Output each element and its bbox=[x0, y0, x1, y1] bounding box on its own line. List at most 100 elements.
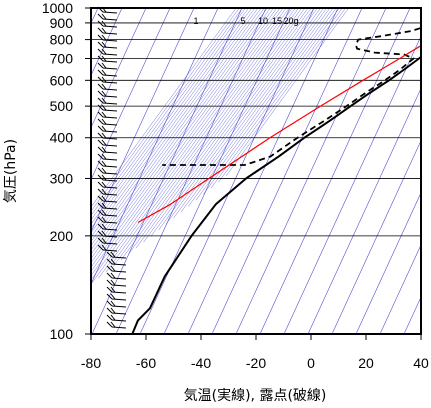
adiabat-line bbox=[91, 8, 271, 255]
wind-barb bbox=[97, 83, 118, 91]
mixing-ratio-label: 15 bbox=[272, 16, 282, 26]
adiabat-line bbox=[113, 8, 303, 267]
wind-barb bbox=[97, 55, 118, 63]
adiabat-line bbox=[225, 8, 349, 177]
wind-barb bbox=[97, 118, 118, 126]
wind-barb bbox=[97, 69, 118, 77]
isotherm-line bbox=[91, 8, 147, 129]
y-tick-label: 100 bbox=[50, 326, 74, 342]
pressure-gridlines bbox=[91, 8, 421, 334]
adiabat-line bbox=[165, 8, 324, 225]
series-layer bbox=[131, 26, 421, 334]
y-tick-label: 500 bbox=[50, 98, 74, 114]
isotherm-line bbox=[187, 8, 339, 334]
wind-barb bbox=[97, 104, 118, 112]
adiabat-line bbox=[173, 8, 328, 219]
wind-barb bbox=[97, 237, 118, 245]
wind-barb bbox=[97, 34, 118, 42]
adiabat-line bbox=[91, 8, 259, 238]
wind-barb bbox=[97, 188, 118, 196]
adiabat-line bbox=[91, 8, 268, 251]
wind-barb bbox=[97, 132, 118, 140]
wind-barb bbox=[97, 160, 118, 168]
wind-barb bbox=[97, 216, 118, 224]
adiabat-line bbox=[218, 8, 346, 183]
adiabat-line bbox=[91, 8, 262, 242]
mixing-ratio-label: 20g bbox=[283, 16, 298, 26]
adiabat-line bbox=[91, 8, 256, 234]
isotherm-line bbox=[91, 8, 171, 181]
x-tick-label: -80 bbox=[81, 355, 101, 371]
isotherm-line bbox=[379, 244, 421, 334]
adiabat-line bbox=[120, 8, 306, 261]
isotherm-line bbox=[115, 8, 267, 334]
adiabat-line bbox=[91, 8, 237, 208]
isotherm-line bbox=[283, 35, 421, 334]
adiabat-line bbox=[210, 8, 343, 189]
adiabat-line bbox=[91, 8, 287, 277]
isotherm-line bbox=[91, 8, 219, 285]
adiabat-line bbox=[91, 8, 249, 225]
adiabat-line bbox=[91, 8, 290, 281]
wind-barb bbox=[97, 244, 118, 252]
wind-barb bbox=[97, 174, 118, 182]
wind-barb bbox=[97, 223, 118, 231]
x-tick-label: 0 bbox=[307, 355, 315, 371]
isotherm-line bbox=[307, 87, 421, 334]
y-tick-label: 800 bbox=[50, 32, 74, 48]
isotherm-line bbox=[235, 8, 387, 334]
wind-barb bbox=[97, 13, 118, 21]
wind-barb bbox=[97, 27, 118, 35]
adiabat-line bbox=[91, 8, 246, 221]
wind-barb bbox=[97, 167, 118, 175]
x-tick-label: 40 bbox=[413, 355, 429, 371]
wind-barb bbox=[97, 48, 118, 56]
parcel-line bbox=[137, 44, 421, 223]
adiabat-line bbox=[180, 8, 331, 213]
y-tick-label: 400 bbox=[50, 130, 74, 146]
isotherm-line bbox=[91, 8, 123, 77]
wind-barb bbox=[106, 251, 127, 259]
adiabat-line bbox=[91, 8, 281, 268]
y-tick-label: 700 bbox=[50, 50, 74, 66]
x-axis-ticks: -80 -60 -40 -20 0 20 40 bbox=[81, 334, 429, 371]
wind-barb bbox=[106, 300, 127, 308]
adiabat-line bbox=[91, 8, 278, 264]
isotherm-line bbox=[163, 8, 315, 334]
wind-barb bbox=[106, 272, 127, 280]
adiabat-line bbox=[98, 8, 296, 279]
wind-barbs bbox=[97, 6, 127, 329]
wind-barb bbox=[97, 111, 118, 119]
wind-barb bbox=[97, 195, 118, 203]
background-lines bbox=[0, 8, 421, 334]
wind-barb bbox=[97, 181, 118, 189]
wind-barb bbox=[106, 258, 127, 266]
wind-barb bbox=[97, 153, 118, 161]
isotherm-line bbox=[0, 8, 2, 334]
wind-barb bbox=[106, 321, 127, 329]
y-tick-label: 600 bbox=[50, 72, 74, 88]
wind-barb bbox=[97, 202, 118, 210]
dewpoint-line bbox=[162, 26, 421, 166]
y-axis-title: 気圧(hPa) bbox=[3, 139, 19, 203]
x-tick-label: -40 bbox=[191, 355, 211, 371]
adiabat-line bbox=[105, 8, 299, 273]
wind-barb bbox=[106, 314, 127, 322]
temperature-line bbox=[131, 55, 421, 334]
isotherm-line bbox=[331, 139, 421, 334]
wind-barb bbox=[97, 76, 118, 84]
wind-barb bbox=[97, 139, 118, 147]
y-tick-label: 300 bbox=[50, 170, 74, 186]
adiabat-line bbox=[150, 8, 318, 237]
wind-barb bbox=[97, 209, 118, 217]
adiabat-line bbox=[91, 8, 253, 229]
y-tick-label: 200 bbox=[50, 228, 74, 244]
wind-barb bbox=[106, 265, 127, 273]
mixing-ratio-label: 5 bbox=[240, 16, 245, 26]
wind-barb bbox=[97, 90, 118, 98]
isotherm-line bbox=[355, 192, 421, 334]
wind-barb bbox=[97, 146, 118, 154]
adiabat-line bbox=[91, 8, 265, 247]
